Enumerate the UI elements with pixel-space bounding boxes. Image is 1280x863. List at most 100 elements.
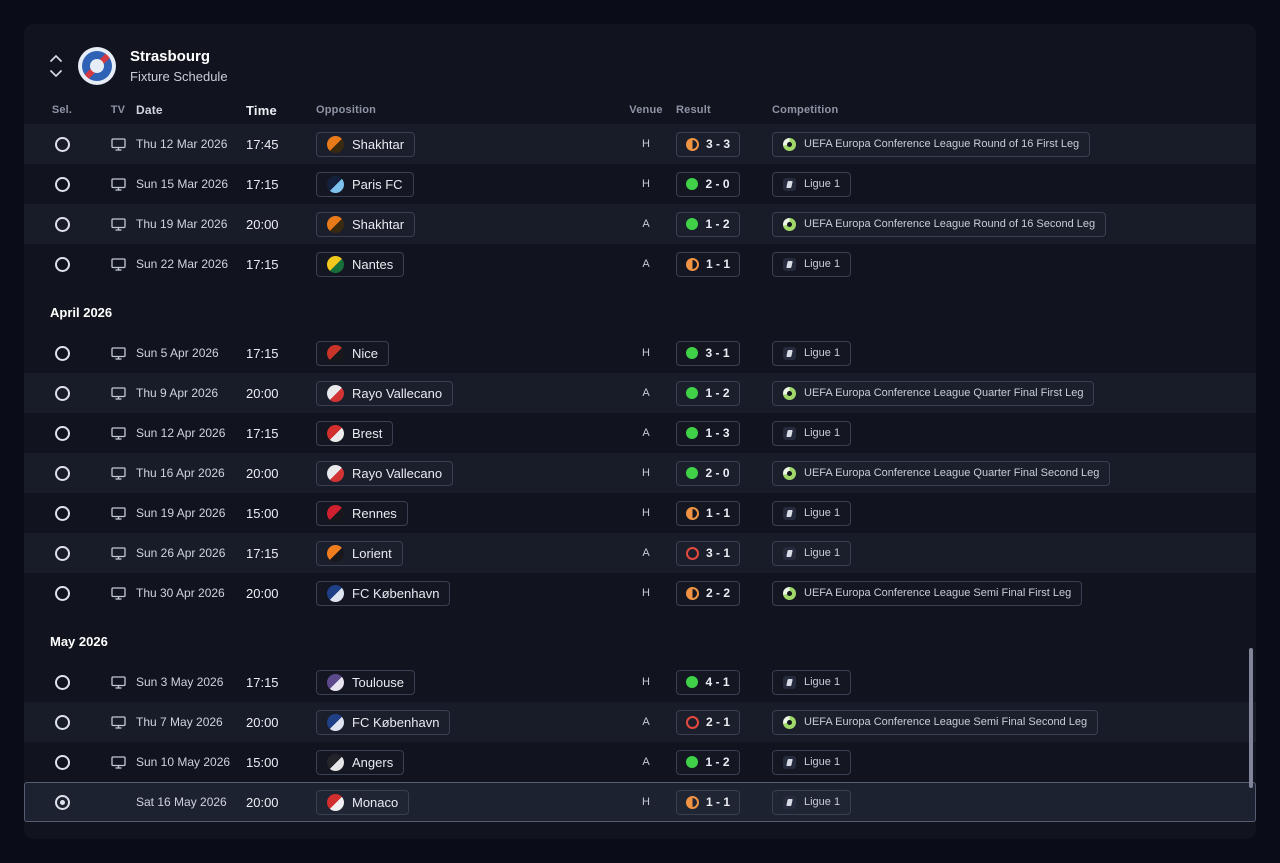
venue-indicator: A	[642, 427, 650, 439]
select-radio[interactable]	[54, 216, 70, 232]
opposition-pill[interactable]: Toulouse	[316, 669, 416, 695]
opposition-pill[interactable]: Rennes	[316, 500, 408, 526]
result-pill[interactable]: 2 - 0	[676, 171, 740, 197]
competition-pill[interactable]: Ligue 1	[772, 669, 852, 695]
opposition-pill[interactable]: Shakhtar	[316, 131, 416, 157]
score-text: 1 - 2	[705, 217, 730, 231]
opposition-name: Shakhtar	[352, 136, 405, 152]
column-header-venue[interactable]: Venue	[629, 104, 663, 116]
competition-pill[interactable]: UEFA Europa Conference League Round of 1…	[772, 211, 1107, 237]
result-pill[interactable]: 3 - 1	[676, 540, 740, 566]
club-badge-icon	[327, 175, 344, 193]
opposition-name: Rayo Vallecano	[352, 385, 443, 401]
fixture-row[interactable]: Thu 9 Apr 2026 20:00 Rayo Vallecano A 1 …	[24, 373, 1256, 413]
competition-pill[interactable]: UEFA Europa Conference League Quarter Fi…	[772, 380, 1095, 406]
competition-pill[interactable]: Ligue 1	[772, 171, 852, 197]
fixture-row[interactable]: Sat 16 May 2026 20:00 Monaco H 1 - 1 Lig…	[24, 782, 1256, 822]
select-radio[interactable]	[54, 505, 70, 521]
opposition-pill[interactable]: Angers	[316, 749, 405, 775]
fixture-row[interactable]: Sun 19 Apr 2026 15:00 Rennes H 1 - 1 Lig…	[24, 493, 1256, 533]
select-radio[interactable]	[54, 585, 70, 601]
fixture-row[interactable]: Sun 26 Apr 2026 17:15 Lorient A 3 - 1 Li…	[24, 533, 1256, 573]
column-header-date[interactable]: Date	[136, 103, 163, 117]
fixture-row[interactable]: Sun 3 May 2026 17:15 Toulouse H 4 - 1 Li…	[24, 662, 1256, 702]
column-header-sel[interactable]: Sel.	[51, 104, 73, 116]
opposition-pill[interactable]: FC København	[316, 709, 451, 735]
column-header-tv[interactable]: TV	[110, 104, 126, 116]
opposition-pill[interactable]: Lorient	[316, 540, 403, 566]
select-radio[interactable]	[54, 176, 70, 192]
opposition-pill[interactable]: Paris FC	[316, 171, 414, 197]
select-radio[interactable]	[54, 345, 70, 361]
fixture-row[interactable]: Thu 19 Mar 2026 20:00 Shakhtar A 1 - 2 U…	[24, 204, 1256, 244]
opposition-pill[interactable]: Rayo Vallecano	[316, 380, 454, 406]
opposition-pill[interactable]: Nice	[316, 340, 390, 366]
column-header-result[interactable]: Result	[676, 104, 711, 116]
fixture-row[interactable]: Thu 12 Mar 2026 17:45 Shakhtar H 3 - 3 U…	[24, 124, 1256, 164]
score-text: 2 - 1	[705, 715, 730, 729]
result-pill[interactable]: 2 - 1	[676, 709, 740, 735]
fixture-row[interactable]: Sun 22 Mar 2026 17:15 Nantes A 1 - 1 Lig…	[24, 244, 1256, 284]
club-crest-icon[interactable]	[78, 47, 116, 85]
select-radio[interactable]	[54, 136, 70, 152]
select-radio[interactable]	[54, 256, 70, 272]
chevron-down-icon[interactable]	[50, 70, 62, 77]
competition-pill[interactable]: UEFA Europa Conference League Semi Final…	[772, 709, 1099, 735]
result-pill[interactable]: 3 - 3	[676, 131, 740, 157]
opposition-pill[interactable]: FC København	[316, 580, 451, 606]
competition-pill[interactable]: Ligue 1	[772, 420, 852, 446]
column-header-time[interactable]: Time	[246, 102, 277, 118]
fixture-row[interactable]: Thu 16 Apr 2026 20:00 Rayo Vallecano H 2…	[24, 453, 1256, 493]
select-radio[interactable]	[54, 754, 70, 770]
result-pill[interactable]: 1 - 2	[676, 749, 740, 775]
result-pill[interactable]: 1 - 1	[676, 500, 740, 526]
fixture-row[interactable]: Sun 15 Mar 2026 17:15 Paris FC H 2 - 0 L…	[24, 164, 1256, 204]
result-pill[interactable]: 2 - 2	[676, 580, 740, 606]
result-pill[interactable]: 1 - 3	[676, 420, 740, 446]
select-radio[interactable]	[54, 714, 70, 730]
competition-pill[interactable]: Ligue 1	[772, 251, 852, 277]
opposition-pill[interactable]: Nantes	[316, 251, 405, 277]
competition-pill[interactable]: Ligue 1	[772, 789, 852, 815]
competition-pill[interactable]: Ligue 1	[772, 500, 852, 526]
select-radio[interactable]	[54, 545, 70, 561]
page-title: Strasbourg	[130, 48, 211, 65]
result-pill[interactable]: 1 - 1	[676, 789, 740, 815]
venue-indicator: A	[642, 756, 650, 768]
competition-pill[interactable]: Ligue 1	[772, 540, 852, 566]
competition-pill[interactable]: UEFA Europa Conference League Round of 1…	[772, 131, 1091, 157]
competition-pill[interactable]: UEFA Europa Conference League Quarter Fi…	[772, 460, 1111, 486]
select-radio[interactable]	[54, 385, 70, 401]
select-radio[interactable]	[54, 674, 70, 690]
select-radio[interactable]	[54, 794, 70, 810]
opposition-pill[interactable]: Rayo Vallecano	[316, 460, 454, 486]
fixture-row[interactable]: Sun 10 May 2026 15:00 Angers A 1 - 2 Lig…	[24, 742, 1256, 782]
opposition-pill[interactable]: Brest	[316, 420, 394, 446]
result-pill[interactable]: 4 - 1	[676, 669, 740, 695]
competition-pill[interactable]: UEFA Europa Conference League Semi Final…	[772, 580, 1083, 606]
result-pill[interactable]: 3 - 1	[676, 340, 740, 366]
opposition-pill[interactable]: Shakhtar	[316, 211, 416, 237]
result-outcome-icon	[686, 178, 699, 190]
select-radio[interactable]	[54, 425, 70, 441]
result-pill[interactable]: 1 - 1	[676, 251, 740, 277]
fixture-row[interactable]: Sun 5 Apr 2026 17:15 Nice H 3 - 1 Ligue …	[24, 333, 1256, 373]
fixture-row[interactable]: Sun 12 Apr 2026 17:15 Brest A 1 - 3 Ligu…	[24, 413, 1256, 453]
fixture-row[interactable]: Thu 7 May 2026 20:00 FC København A 2 - …	[24, 702, 1256, 742]
column-header-competition[interactable]: Competition	[772, 104, 839, 116]
fixture-row[interactable]: Thu 30 Apr 2026 20:00 FC København H 2 -…	[24, 573, 1256, 613]
opposition-name: Nice	[352, 345, 379, 361]
column-header-opposition[interactable]: Opposition	[316, 104, 377, 116]
result-pill[interactable]: 1 - 2	[676, 211, 740, 237]
competition-pill[interactable]: Ligue 1	[772, 749, 852, 775]
result-pill[interactable]: 2 - 0	[676, 460, 740, 486]
opposition-pill[interactable]: Monaco	[316, 789, 410, 815]
competition-name: UEFA Europa Conference League Round of 1…	[804, 218, 1096, 230]
fixture-time: 20:00	[246, 385, 279, 401]
vertical-scrollbar[interactable]	[1249, 648, 1253, 788]
competition-pill[interactable]: Ligue 1	[772, 340, 852, 366]
result-pill[interactable]: 1 - 2	[676, 380, 740, 406]
fixture-date: Sun 15 Mar 2026	[136, 177, 229, 191]
select-radio[interactable]	[54, 465, 70, 481]
chevron-up-icon[interactable]	[50, 55, 62, 62]
